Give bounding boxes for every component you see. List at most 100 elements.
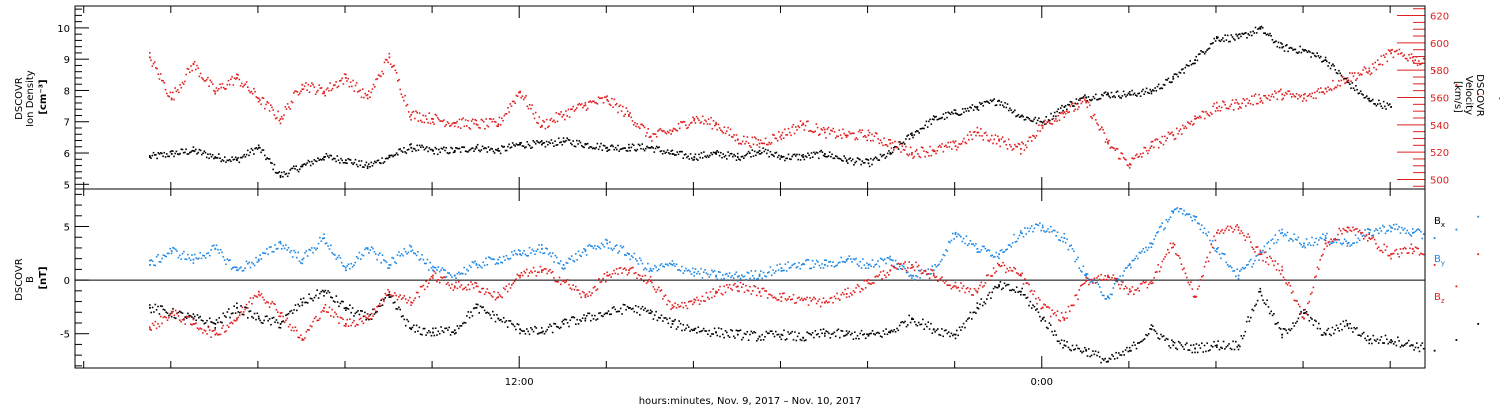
ion-density-point xyxy=(796,153,798,156)
bx-point xyxy=(206,319,208,322)
by-point xyxy=(173,247,176,250)
by-point xyxy=(298,260,301,262)
velocity-point xyxy=(397,80,399,82)
bx-point xyxy=(630,308,633,310)
ion-density-point xyxy=(277,172,279,174)
bx-point xyxy=(837,328,840,331)
by-point xyxy=(1138,251,1140,254)
velocity-point xyxy=(228,83,231,86)
bz-point xyxy=(886,271,889,274)
ion-density-point xyxy=(464,150,467,152)
bx-point xyxy=(330,296,332,298)
bx-point xyxy=(992,287,995,290)
bx-point xyxy=(1398,340,1400,342)
velocity-point xyxy=(574,108,577,111)
velocity-point xyxy=(1264,95,1266,97)
bx-point xyxy=(411,326,414,329)
bz-point xyxy=(1010,269,1013,272)
ion-density-point xyxy=(226,159,229,162)
velocity-point xyxy=(374,86,376,88)
velocity-point xyxy=(889,142,892,145)
bx-point xyxy=(1220,346,1222,349)
ion-density-point xyxy=(666,149,669,151)
ion-density-point xyxy=(749,152,751,154)
by-point xyxy=(617,252,619,254)
bz-point xyxy=(873,282,875,284)
ion-density-point xyxy=(484,147,486,149)
ion-density-point xyxy=(1081,97,1084,99)
ion-density-point xyxy=(418,144,421,147)
velocity-point xyxy=(1375,68,1378,71)
by-point xyxy=(308,248,310,251)
ion-density-point xyxy=(1153,90,1155,92)
ion-density-point xyxy=(341,159,343,162)
bx-point xyxy=(149,304,151,306)
ion-density-point xyxy=(461,146,463,148)
velocity-point xyxy=(1216,107,1218,109)
bx-point xyxy=(311,297,313,300)
velocity-point xyxy=(382,73,385,75)
by-point xyxy=(1069,245,1071,247)
ion-density-point xyxy=(1316,52,1318,54)
by-point xyxy=(336,256,339,259)
ion-density-point xyxy=(348,158,351,161)
by-point xyxy=(958,234,961,237)
bx-point xyxy=(961,326,964,328)
density-tick-label: 8 xyxy=(64,86,70,97)
bz-point xyxy=(977,287,980,290)
ion-density-point xyxy=(1387,104,1390,106)
bx-point xyxy=(1062,347,1064,349)
by-point xyxy=(365,247,367,249)
by-point xyxy=(149,264,151,266)
bz-point xyxy=(990,275,992,277)
by-point xyxy=(561,267,563,269)
velocity-point xyxy=(1224,103,1226,106)
velocity-point xyxy=(1352,75,1355,78)
bx-point xyxy=(173,316,176,319)
bx-point xyxy=(185,317,188,319)
by-point xyxy=(349,267,351,270)
bz-point xyxy=(1022,283,1025,285)
ion-density-point xyxy=(1322,60,1324,62)
ion-density-point xyxy=(1384,105,1386,108)
velocity-point xyxy=(810,130,813,133)
ion-density-point xyxy=(807,152,809,155)
bx-point xyxy=(490,317,493,320)
bx-point xyxy=(502,317,505,319)
bx-point xyxy=(651,310,653,313)
by-point xyxy=(1360,233,1362,235)
ion-density-point xyxy=(527,143,530,146)
by-point xyxy=(1145,246,1147,249)
bx-point xyxy=(1335,324,1338,327)
by-point xyxy=(1098,286,1101,288)
ion-density-point xyxy=(245,153,248,156)
by-point xyxy=(538,244,540,246)
ion-density-point xyxy=(1247,33,1249,35)
velocity-point xyxy=(1409,57,1412,59)
velocity-point xyxy=(639,127,641,130)
by-point xyxy=(877,260,879,262)
bz-point xyxy=(1002,261,1004,264)
by-point xyxy=(168,252,170,255)
bz-point xyxy=(731,289,734,291)
bz-point xyxy=(965,287,968,290)
ion-density-point xyxy=(1252,30,1254,33)
ion-density-point xyxy=(1309,51,1311,53)
velocity-point xyxy=(797,125,799,127)
ion-density-point xyxy=(242,155,244,158)
velocity-point xyxy=(257,97,260,100)
bz-point xyxy=(324,304,327,306)
by-point xyxy=(527,254,529,257)
by-point xyxy=(883,258,886,261)
velocity-point xyxy=(1001,136,1004,138)
ion-density-point xyxy=(1101,93,1103,96)
density-tick-label: 6 xyxy=(64,149,70,160)
velocity-point xyxy=(357,91,359,93)
by-point xyxy=(313,247,316,249)
bx-point xyxy=(977,307,980,310)
ion-density-point xyxy=(775,151,778,154)
by-point xyxy=(996,255,999,258)
velocity-point xyxy=(1323,92,1326,95)
bx-point xyxy=(158,313,161,315)
bx-point xyxy=(954,337,957,340)
